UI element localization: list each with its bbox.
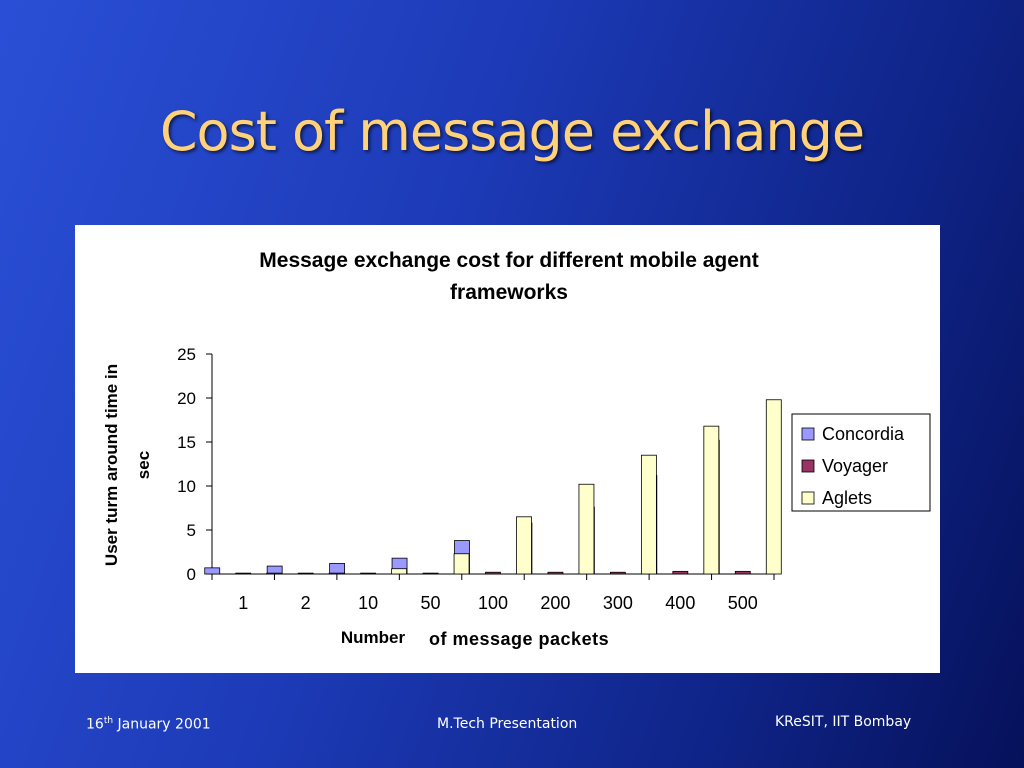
footer-date: 16th January 2001 <box>86 716 211 733</box>
bar-voyager <box>734 570 751 575</box>
footer-date-rest: January 2001 <box>113 716 211 733</box>
y-axis-label-line: User turm around time in <box>102 364 121 566</box>
x-tick-label: 100 <box>478 593 508 613</box>
bar-aglets <box>703 425 720 575</box>
footer-date-day: 16 <box>86 716 104 733</box>
y-axis-label-line: sec <box>134 451 153 479</box>
footer-center: M.Tech Presentation <box>437 716 578 732</box>
y-tick-label: 25 <box>177 345 196 364</box>
bar-voyager <box>235 572 252 575</box>
x-tick-label: 300 <box>603 593 633 613</box>
bar-voyager <box>422 572 439 575</box>
bar-aglets <box>578 483 595 575</box>
bar-voyager <box>360 572 377 575</box>
bar-voyager <box>672 570 689 575</box>
y-tick-label: 10 <box>177 477 196 496</box>
bar-voyager <box>547 571 564 575</box>
chart-title-line: frameworks <box>450 281 568 304</box>
footer-date-suffix: th <box>103 716 114 726</box>
x-tick-label: 10 <box>358 593 378 613</box>
bar-voyager <box>485 571 501 575</box>
x-tick-label: 200 <box>540 593 570 613</box>
bar-aglets <box>640 454 657 575</box>
slide-title: Cost of message exchange <box>159 100 865 163</box>
chart-panel: Message exchange cost for different mobi… <box>75 225 940 673</box>
bar-concordia <box>204 567 221 575</box>
y-tick-label: 0 <box>187 565 196 584</box>
x-tick-label: 1 <box>238 593 248 613</box>
legend-swatch-concordia <box>801 427 815 441</box>
legend-label-aglets: Aglets <box>822 488 872 508</box>
x-axis-label-part-1: Number <box>341 628 406 647</box>
legend-swatch-aglets <box>801 491 815 505</box>
x-axis-label-part-2: of message packets <box>429 629 609 649</box>
x-tick-label: 400 <box>665 593 695 613</box>
bar-aglets <box>391 568 408 575</box>
bar-aglets <box>453 553 470 575</box>
x-tick-label: 2 <box>301 593 311 613</box>
bar-aglets <box>328 572 345 575</box>
legend-box <box>791 413 931 512</box>
legend-label-voyager: Voyager <box>822 456 888 476</box>
bar-voyager <box>609 571 626 575</box>
y-tick-label: 15 <box>177 433 196 452</box>
bar-aglets <box>516 516 532 575</box>
legend-label-concordia: Concordia <box>822 424 905 444</box>
bar-aglets <box>765 399 782 575</box>
bar-concordia <box>329 563 346 575</box>
x-tick-label: 50 <box>421 593 441 613</box>
y-tick-label: 5 <box>187 521 196 540</box>
chart-title-line: Message exchange cost for different mobi… <box>259 249 758 272</box>
legend-swatch-voyager <box>801 459 815 473</box>
footer-right: KReSIT, IIT Bombay <box>775 714 912 730</box>
bar-voyager <box>297 572 314 575</box>
y-tick-label: 20 <box>177 389 196 408</box>
x-tick-label: 500 <box>728 593 758 613</box>
bar-chart: Message exchange cost for different mobi… <box>102 249 931 649</box>
bar-aglets <box>266 572 283 575</box>
